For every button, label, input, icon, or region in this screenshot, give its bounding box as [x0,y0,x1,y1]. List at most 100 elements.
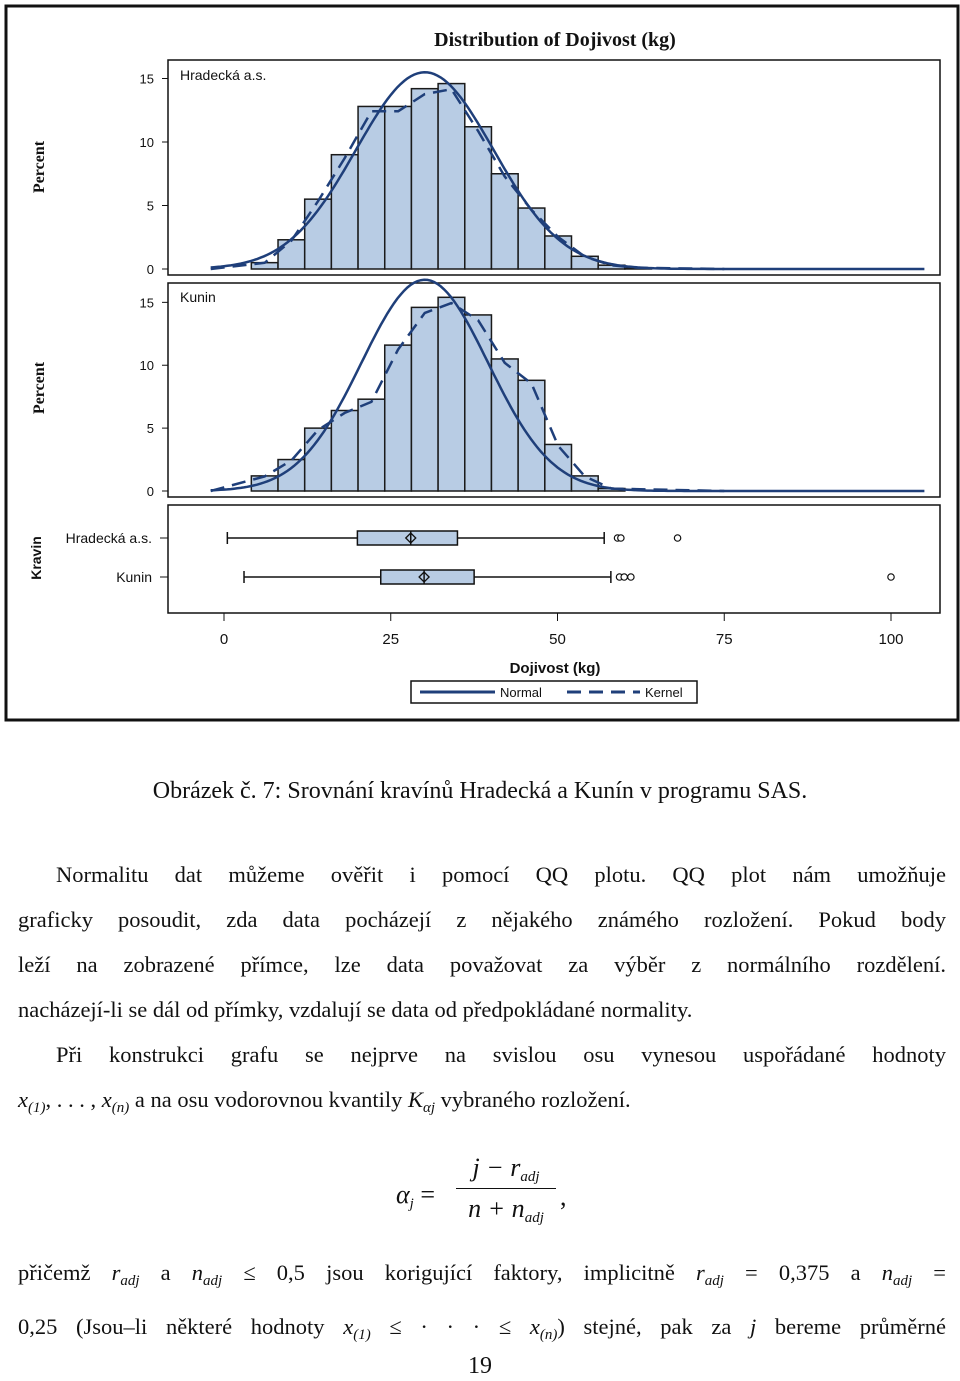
text-line-math: 0,25 (Jsou–li některé hodnoty x(1) ≤ · ·… [18,1304,946,1358]
math-subscript: (1) [353,1327,371,1343]
text-segment: = 0,375 a [723,1260,882,1285]
math-symbol: n + n [468,1194,525,1223]
text-line-math: x(1), . . . , x(n) a na osu vodorovnou k… [18,1077,946,1131]
formula-lhs: αj = [396,1180,435,1213]
x-tick-label: 100 [878,631,903,648]
y-tick-label: 0 [147,484,154,499]
box-category-label: Kunin [116,569,152,585]
box-category-label: Hradecká a.s. [66,530,152,546]
math-subscript: adj [704,1273,724,1289]
math-subscript: adj [520,1169,540,1185]
math-symbol: x [101,1087,112,1112]
y-tick-label: 5 [147,421,154,436]
text-segment: ≤ · · · ≤ [370,1314,530,1339]
histogram-bar [570,255,599,270]
box-outlier [887,573,895,581]
text-line: graficky posoudit, zda data pocházejí z … [18,907,946,932]
panel-label: Kunin [180,289,216,305]
paragraph-correction-factors: přičemž radj a nadj ≤ 0,5 jsou korigujíc… [18,1250,946,1358]
text-segment: vybraného rozložení. [435,1087,631,1112]
math-symbol: j [750,1314,757,1339]
math-symbol: r [111,1260,121,1285]
box-iqr [356,530,459,546]
legend: Normal Kernel [410,680,698,704]
y-tick-label: 15 [140,72,154,87]
histogram-bar [437,296,466,492]
text-line: Při konstrukci grafu se nejprve na svisl… [56,1042,946,1067]
y-tick-label: 0 [147,262,154,277]
text-line: leží na zobrazené přímce, lze data považ… [18,952,946,977]
text-segment: bereme průměrné [756,1314,947,1339]
histogram-bar [517,207,546,270]
histogram-bar [410,87,439,270]
box-outlier [620,573,629,581]
math-symbol: α [396,1180,410,1209]
text-line-math: přičemž radj a nadj ≤ 0,5 jsou korigujíc… [18,1250,946,1304]
math-subscript: adj [892,1273,913,1289]
histogram-bar [303,427,333,492]
math-ellipsis: , . . . , [45,1087,102,1112]
box-outlier [627,573,635,581]
box-mean-marker [404,532,417,544]
formula-comma: , [560,1182,567,1211]
math-symbol: x [529,1314,540,1339]
paragraph-qq-intro: Normalitu dat můžeme ověřit i pomocí QQ … [18,852,946,1032]
histogram-panel-hradecka: 0 5 10 15 Hradecká a.s. [140,59,941,277]
y-tick-label: 5 [147,199,154,214]
histogram-bar [357,105,386,270]
histogram-bar [330,153,359,270]
histogram-bar [383,105,413,270]
figure-caption: Obrázek č. 7: Srovnání kravínů Hradecká … [152,778,808,804]
box-mean-marker [418,571,431,583]
text-segment: a na osu vodorovnou kvantily [129,1087,408,1112]
box-outlier [617,534,625,542]
math-subscript: adj [120,1273,140,1289]
text-segment: a [139,1260,192,1285]
histogram-bar [330,409,359,492]
math-symbol: n [191,1260,204,1285]
math-symbol: n [881,1260,893,1285]
legend-normal-label: Normal [500,685,542,700]
text-line: Normalitu dat můžeme ověřit i pomocí QQ … [56,862,946,887]
text-segment: = [912,1260,946,1285]
y-axis-label-mid: Percent [31,361,48,414]
y-tick-label: 10 [140,358,154,373]
text-line: nacházejí-li se dál od přímky, vzdalují … [18,997,693,1022]
math-equals: = [413,1180,435,1209]
legend-kernel-label: Kernel [645,685,683,700]
math-subscript: (n) [111,1100,130,1116]
math-subscript: adj [524,1210,544,1226]
text-segment: přičemž [18,1260,112,1285]
histogram-bar [517,379,546,492]
histogram-bar [277,239,306,270]
x-tick-label: 50 [549,631,566,648]
fraction-bar [456,1188,556,1189]
histogram-bar [437,82,466,270]
sas-distribution-figure: Distribution of Dojivost (kg) 0 5 10 15 Hrad… [4,4,960,722]
histogram-bar [544,235,573,270]
math-subscript: (n) [539,1327,558,1343]
box-outlier [673,534,682,542]
math-symbol: x [18,1087,28,1112]
histogram-panel-kunin: 0 5 10 15 Kunin [140,278,941,499]
legend-box [410,680,698,704]
math-symbol: r [695,1260,705,1285]
math-subscript: (1) [28,1100,46,1116]
formula-fraction: j − radj n + nadj [456,1150,556,1227]
math-symbol: x [343,1314,354,1339]
fraction-denominator: n + nadj [456,1191,556,1227]
paragraph-qq-construction: Při konstrukci grafu se nejprve na svisl… [18,1032,946,1131]
y-tick-label: 10 [140,135,154,150]
text-segment: 0,25 (Jsou–li některé hodnoty [18,1314,344,1339]
math-symbol: j − r [472,1153,521,1182]
panel-label: Hradecká a.s. [180,67,266,83]
x-axis-label: Dojivost (kg) [510,660,601,677]
kernel-curve [210,87,725,271]
y-tick-label: 15 [140,295,154,310]
box-iqr [379,569,475,585]
math-subscript: αj [422,1100,436,1116]
box-axis-label: Kravin [28,536,44,580]
text-segment: ≤ 0,5 jsou korigující faktory, implicitn… [222,1260,696,1285]
page-number: 19 [468,1353,492,1379]
figure-title: Distribution of Dojivost (kg) [434,29,676,51]
